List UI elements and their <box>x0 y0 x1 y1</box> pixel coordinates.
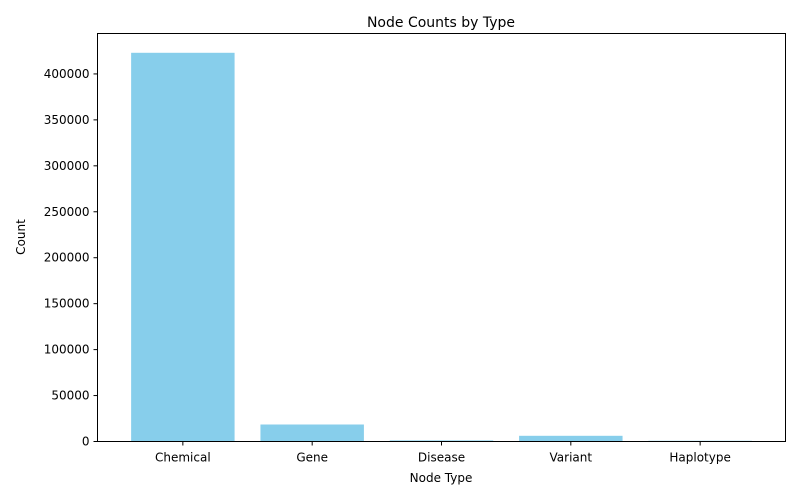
y-tick-label: 300000 <box>44 159 90 173</box>
bar-chemical <box>131 52 235 442</box>
x-tick-label: Gene <box>296 451 328 465</box>
y-tick-label: 350000 <box>44 113 90 127</box>
x-axis-ticks: Chemical Gene Disease Variant Haplotype <box>155 441 731 465</box>
y-axis-ticks: 0 50000 100000 150000 200000 250000 300000 3500… <box>44 67 98 449</box>
y-tick-label: 100000 <box>44 343 90 357</box>
y-tick-label: 250000 <box>44 205 90 219</box>
bar-disease <box>389 440 494 442</box>
y-tick-label: 200000 <box>44 251 90 265</box>
x-tick-label: Chemical <box>155 451 211 465</box>
y-tick-label: 0 <box>82 435 90 449</box>
chart-title: Node Counts by Type <box>367 15 515 31</box>
y-axis-label: Count <box>14 219 28 255</box>
bars-group <box>131 52 752 442</box>
y-tick-label: 150000 <box>44 297 90 311</box>
x-axis-label: Node Type <box>410 471 473 485</box>
x-tick-label: Variant <box>550 451 593 465</box>
plot-frame <box>97 33 786 442</box>
bar-variant <box>519 435 623 442</box>
y-tick-label: 50000 <box>51 389 89 403</box>
y-tick-label: 400000 <box>44 67 90 81</box>
bar-gene <box>260 424 364 442</box>
x-tick-label: Haplotype <box>669 451 730 465</box>
x-tick-label: Disease <box>418 451 465 465</box>
